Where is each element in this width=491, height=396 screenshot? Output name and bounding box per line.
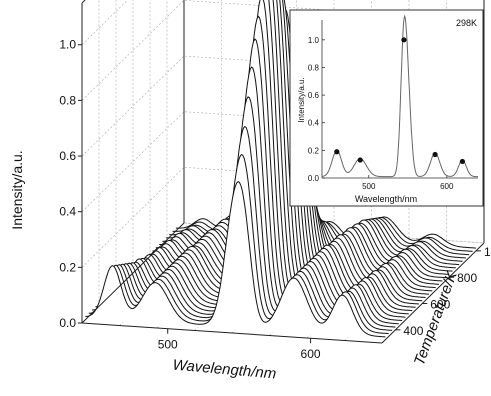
spectrum-line-325 (85, 180, 386, 338)
inset-x-tick-label: 500 (362, 182, 376, 191)
wavelength-tick-label: 500 (158, 338, 178, 352)
inset-y-tick-label: 1.0 (308, 36, 320, 45)
intensity-axis-label: Intensity/a.u. (9, 150, 25, 229)
inset-tick-labels: 0.0 0.2 0.4 0.6 0.8 1.0 500 600 (308, 36, 454, 191)
inset-y-tick-label: 0.0 (308, 174, 320, 183)
intensity-tick-label: 0.2 (59, 260, 76, 274)
intensity-tick-label: 0.0 (59, 316, 76, 330)
inset-x-tick-label: 600 (440, 182, 454, 191)
inset-marked-points (334, 37, 465, 165)
intensity-tick-label: 0.8 (59, 93, 76, 107)
wavelength-tick-label: 600 (301, 347, 321, 361)
temperature-tick-label: 1000 (484, 245, 491, 259)
temperature-tick-label: 600 (430, 298, 450, 312)
inset-peak-marker (401, 37, 407, 43)
inset-temperature-annotation: 298K (456, 18, 477, 28)
inset-peak-marker (357, 157, 363, 163)
wavelength-axis-label: Wavelength/nm (172, 357, 277, 383)
inset-peak-marker (334, 149, 340, 155)
inset-y-tick-label: 0.2 (308, 146, 320, 155)
axis-edge (81, 322, 383, 344)
inset-y-tick-label: 0.4 (308, 119, 320, 128)
intensity-tick-label: 0.4 (59, 205, 76, 219)
temperature-tick-label: 800 (457, 271, 477, 285)
inset-y-tick-label: 0.6 (308, 91, 320, 100)
inset-spectrum-line (322, 14, 478, 178)
intensity-tick-label: 0.6 (59, 149, 76, 163)
inset-chart: 0.0 0.2 0.4 0.6 0.8 1.0 500 600 298K Intensity/… (289, 9, 484, 207)
axis-edge (381, 242, 485, 344)
inset-y-tick-label: 0.8 (308, 63, 320, 72)
inset-peak-marker (432, 151, 438, 158)
inset-intensity-axis-label: Intensity/a.u. (297, 77, 306, 122)
temperature-tick-label: 400 (403, 324, 423, 338)
intensity-tick-label: 1.0 (59, 38, 76, 52)
inset-wavelength-axis-label: Wavelength/nm (355, 194, 417, 204)
waterfall-tick-labels: 0.0 0.2 0.4 0.6 0.8 1.0 500 600 400 600 800 1000 (59, 38, 491, 361)
waterfall-axes (81, 0, 485, 344)
inset-peak-marker (459, 158, 465, 165)
axis-edge (81, 222, 185, 324)
inset-axes (321, 20, 478, 179)
spectrum-fill (85, 181, 386, 340)
